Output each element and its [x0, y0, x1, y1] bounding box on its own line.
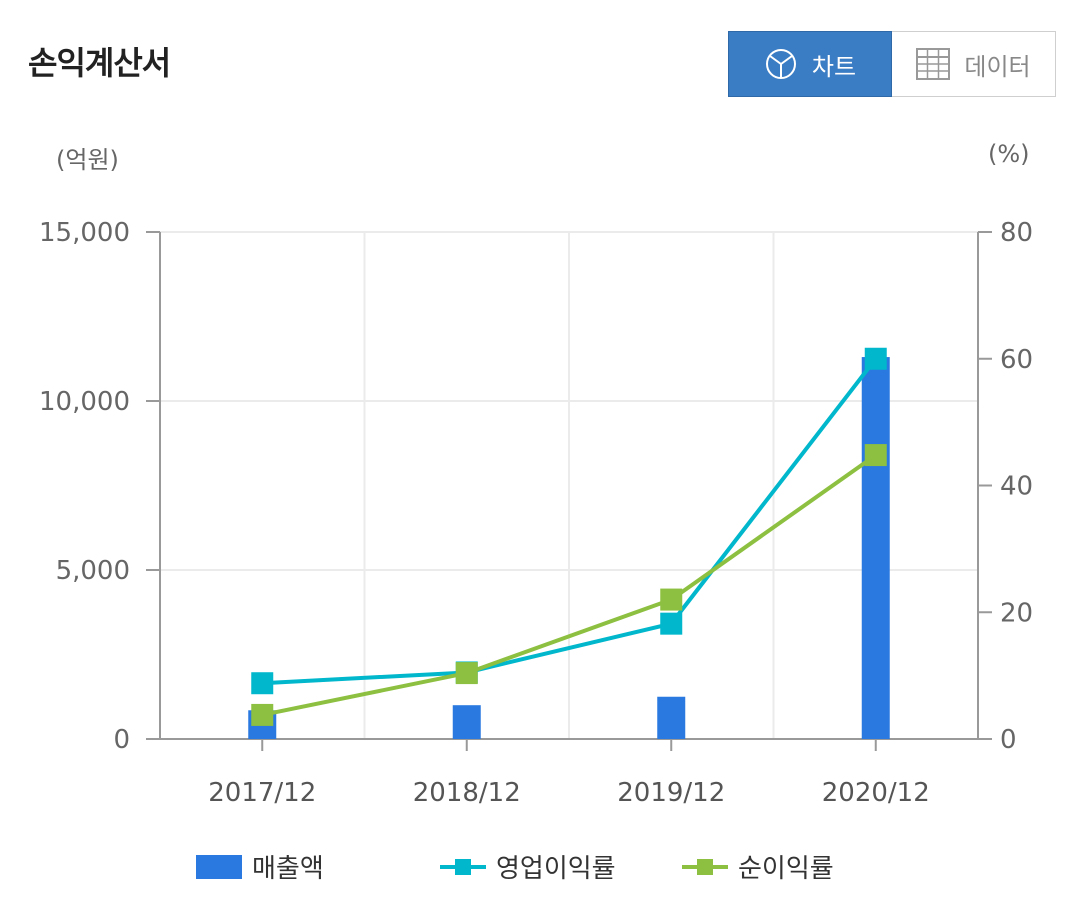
- point-net-margin: [251, 703, 274, 726]
- legend-item-revenue[interactable]: 매출액: [196, 848, 324, 885]
- right-axis-tick-label: 60: [1000, 345, 1033, 375]
- line-operating-margin: [262, 357, 878, 686]
- right-axis-tick-label: 80: [1000, 218, 1033, 248]
- pie-chart-icon: [765, 49, 796, 79]
- legend-swatch-bar: [196, 854, 242, 879]
- point-net-margin: [660, 588, 683, 611]
- left-axis-tick-label: 10,000: [39, 387, 130, 417]
- legend-label: 순이익률: [738, 854, 834, 884]
- legend-swatch-line: [682, 858, 728, 875]
- table-icon: [916, 48, 951, 80]
- left-axis-tick-label: 15,000: [39, 218, 130, 248]
- page-title: 손익계산서: [28, 44, 171, 82]
- legend: 매출액 영업이익률 순이익률: [0, 848, 1080, 888]
- view-toggle: 차트 데이터: [728, 31, 1056, 97]
- legend-label: 매출액: [252, 854, 324, 884]
- point-net-margin: [864, 444, 887, 467]
- x-axis-tick-label: 2019/12: [617, 778, 725, 808]
- point-net-margin: [455, 662, 478, 685]
- bar-revenue: [452, 705, 481, 739]
- chart-view-label: 차트: [811, 52, 857, 81]
- legend-item-operating-margin[interactable]: 영업이익률: [440, 848, 616, 885]
- left-axis-tick-label: 0: [113, 725, 130, 755]
- x-axis-tick-label: 2017/12: [208, 778, 316, 808]
- right-axis-tick-label: 20: [1000, 598, 1033, 628]
- x-axis-tick-label: 2018/12: [413, 778, 521, 808]
- point-operating-margin: [251, 672, 274, 695]
- point-operating-margin: [864, 347, 887, 370]
- legend-item-net-margin[interactable]: 순이익률: [682, 848, 834, 885]
- chart-view-button[interactable]: 차트: [728, 31, 892, 97]
- line-net-margin: [261, 453, 877, 717]
- x-axis-tick-label: 2020/12: [822, 778, 930, 808]
- left-axis-tick-label: 5,000: [56, 556, 130, 586]
- right-axis-tick-label: 40: [1000, 472, 1033, 502]
- right-axis-tick-label: 0: [1000, 725, 1017, 755]
- legend-swatch-line: [440, 858, 486, 875]
- left-axis-unit: (억원): [56, 146, 119, 174]
- data-view-button[interactable]: 데이터: [892, 31, 1056, 97]
- bar-revenue: [861, 357, 890, 739]
- right-axis-unit: (%): [988, 140, 1030, 168]
- data-view-label: 데이터: [964, 52, 1031, 81]
- bar-revenue: [657, 696, 686, 739]
- chart-area: 0 5,000 10,000 15,000 0 20 40 60 80 2017/12 2018/1…: [39, 218, 1033, 808]
- legend-label: 영업이익률: [496, 854, 616, 884]
- point-operating-margin: [660, 612, 683, 635]
